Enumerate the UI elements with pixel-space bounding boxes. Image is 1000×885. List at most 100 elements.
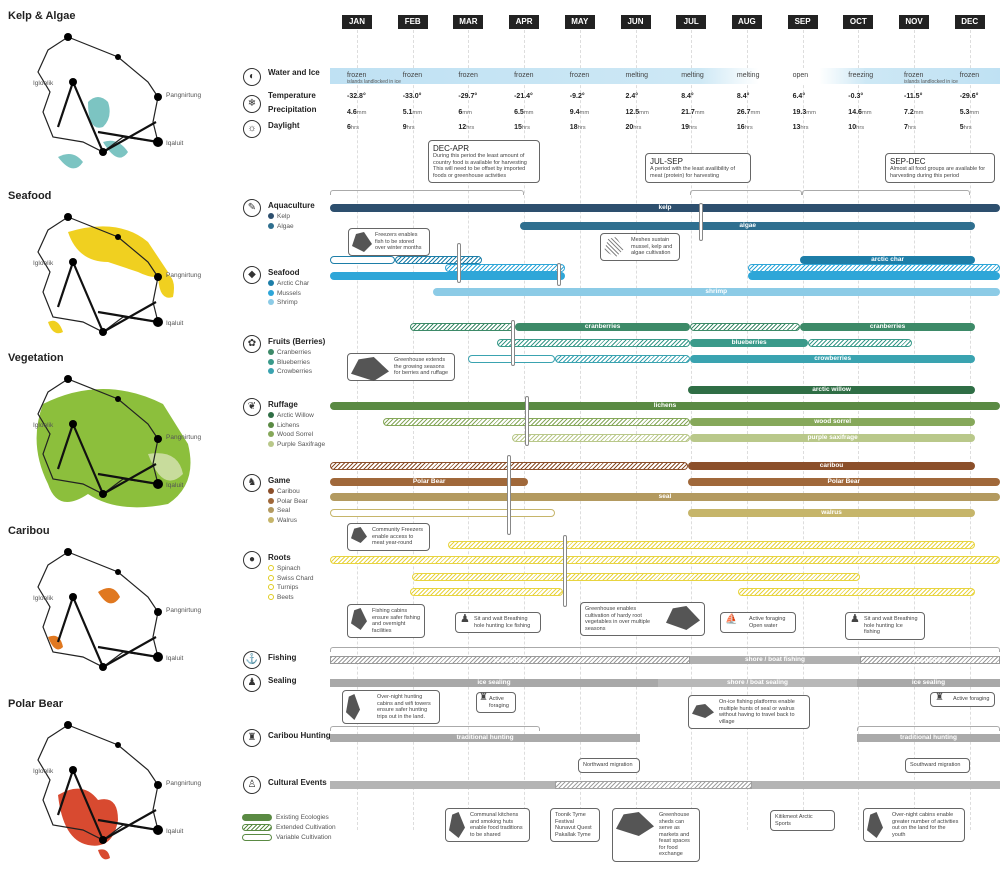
- cabin-tower-icon: [346, 694, 360, 720]
- map-label-igloolik: Igloolik: [33, 80, 54, 87]
- bar-segment: [394, 256, 482, 264]
- category-item: Arctic Char: [268, 280, 309, 287]
- thermometer-icon: ❄: [243, 95, 261, 113]
- category-title: Roots: [268, 553, 291, 562]
- daylight-value: 16hrs: [737, 124, 753, 131]
- callout-community-freezers: Community Freezers enable access to meat…: [347, 523, 430, 551]
- cabin-icon: [351, 608, 367, 630]
- map-label-pangnirtung: Pangnirtung: [166, 780, 202, 787]
- daylight-number: 13: [792, 124, 801, 131]
- daylight-unit: hrs: [688, 125, 698, 131]
- item-label: Seal: [277, 507, 291, 514]
- category-item: Mussels: [268, 289, 301, 297]
- period-callout-jul-sep: JUL-SEP A period with the least availibil…: [645, 153, 751, 183]
- temperature-value: -11.5°: [904, 93, 923, 100]
- precip-unit: mm: [639, 110, 649, 116]
- legend-dot: [268, 421, 274, 428]
- temperature-value: 8.4°: [681, 93, 694, 100]
- period-text: A period with the least availibility of …: [650, 166, 735, 179]
- legend-dot: [268, 574, 274, 581]
- bar-traditional-hunting: traditional hunting: [330, 734, 640, 742]
- daylight-unit: hrs: [800, 125, 809, 131]
- period-brace: [802, 190, 970, 195]
- legend-dot: [268, 593, 274, 600]
- map-title: Caribou: [8, 525, 50, 537]
- legend-dot: [268, 431, 274, 437]
- callout-text: Fishing cabins ensure safer fishing and …: [372, 608, 420, 634]
- category-item: Turnips: [268, 584, 298, 591]
- month-gridline: [858, 30, 860, 830]
- precip-unit: mm: [913, 110, 924, 116]
- category-item: Seal: [268, 507, 290, 514]
- map-label-iqaluit: Iqaluit: [166, 655, 184, 662]
- legend-label: Variable Cultivation: [276, 833, 332, 841]
- daylight-value: 7hrs: [904, 124, 916, 131]
- map-title: Polar Bear: [8, 698, 64, 710]
- bar-segment: [554, 781, 753, 789]
- bar-cranberries: cranberries: [799, 323, 976, 331]
- sealing-icon: ♟: [243, 674, 261, 692]
- legend-dot: [268, 488, 274, 494]
- callout-text: Over-night cabins enable greater number …: [892, 812, 959, 838]
- callout-text: Greenhouse extends the growing seasons f…: [394, 357, 449, 376]
- daylight-number: 12: [458, 124, 467, 131]
- precip-number: 21.7: [681, 109, 695, 116]
- precipitation-value: 5.1mm: [403, 109, 422, 116]
- daylight-number: 19: [681, 124, 689, 131]
- season-brace: [330, 647, 1000, 652]
- callout-fishing-cabins: Fishing cabins ensure safer fishing and …: [347, 604, 425, 638]
- month-label: SEP: [787, 15, 818, 29]
- precip-unit: mm: [694, 110, 705, 116]
- category-item: Lichens: [268, 421, 299, 429]
- caribou-icon: ♞: [243, 474, 261, 492]
- precipitation-value: 14.6mm: [848, 109, 871, 116]
- daylight-value: 19hrs: [681, 124, 697, 131]
- water-state: open: [792, 72, 809, 79]
- item-label: Shrimp: [277, 299, 298, 306]
- bar-segment: [748, 264, 1000, 272]
- legend-dot: [268, 440, 274, 447]
- bar-cranberries: cranberries: [515, 323, 691, 331]
- period-callout-dec-apr: DEC-APR During this period the least amou…: [428, 140, 540, 183]
- daylight-unit: hrs: [406, 125, 415, 131]
- hunter-icon: ♟: [850, 613, 860, 625]
- month-gridline: [802, 30, 804, 830]
- category-item: Swiss Chard: [268, 574, 313, 582]
- legend-dot: [268, 368, 274, 374]
- connector: [511, 320, 515, 366]
- bar-purple-saxifrage: purple saxifrage: [690, 434, 976, 442]
- rifle-hunter-icon: ♜: [479, 692, 488, 703]
- water-state: frozen: [458, 72, 478, 79]
- item-label: Caribou: [277, 488, 300, 495]
- precipitation-value: 7.2mm: [904, 109, 923, 116]
- category-title: Caribou Hunting: [268, 731, 331, 740]
- callout-greenhouse-sheds: Greenhouse sheds can serve as markets an…: [612, 808, 700, 862]
- legend-dot: [268, 507, 274, 513]
- temperature-value: -33.0°: [402, 93, 422, 100]
- item-label: Spinach: [277, 565, 301, 572]
- bar-segment: [330, 556, 1000, 564]
- bar-segment: [737, 588, 976, 596]
- season-brace: [330, 726, 540, 731]
- period-title: DEC-APR: [433, 144, 470, 153]
- water-state: frozen: [959, 72, 980, 79]
- water-state: frozen: [514, 72, 534, 79]
- legend-dot: [268, 412, 274, 418]
- berries-icon: ✿: [243, 335, 261, 353]
- daylight-value: 18hrs: [570, 124, 586, 131]
- bar-polar-bear: Polar Bear: [330, 478, 528, 486]
- category-item: Caribou: [268, 488, 300, 495]
- bar-kelp: kelp: [330, 204, 1000, 212]
- bar-ice-fishing: ice fishing: [859, 656, 1000, 664]
- map-label-iqaluit: Iqaluit: [166, 140, 184, 147]
- callout-text: Communal kitchens and smoking huts enabl…: [470, 812, 523, 838]
- legend-variable: Variable Cultivation: [242, 832, 336, 842]
- callout-text: Freezers enables fish to be stored over …: [375, 232, 422, 251]
- item-label: Beets: [277, 593, 294, 601]
- month-label: FEB: [397, 15, 428, 29]
- freezer-icon: [351, 527, 367, 543]
- temperature-value: -9.2°: [569, 93, 585, 100]
- month-label: OCT: [843, 15, 874, 29]
- daylight-unit: hrs: [907, 125, 917, 131]
- daylight-unit: hrs: [963, 125, 972, 131]
